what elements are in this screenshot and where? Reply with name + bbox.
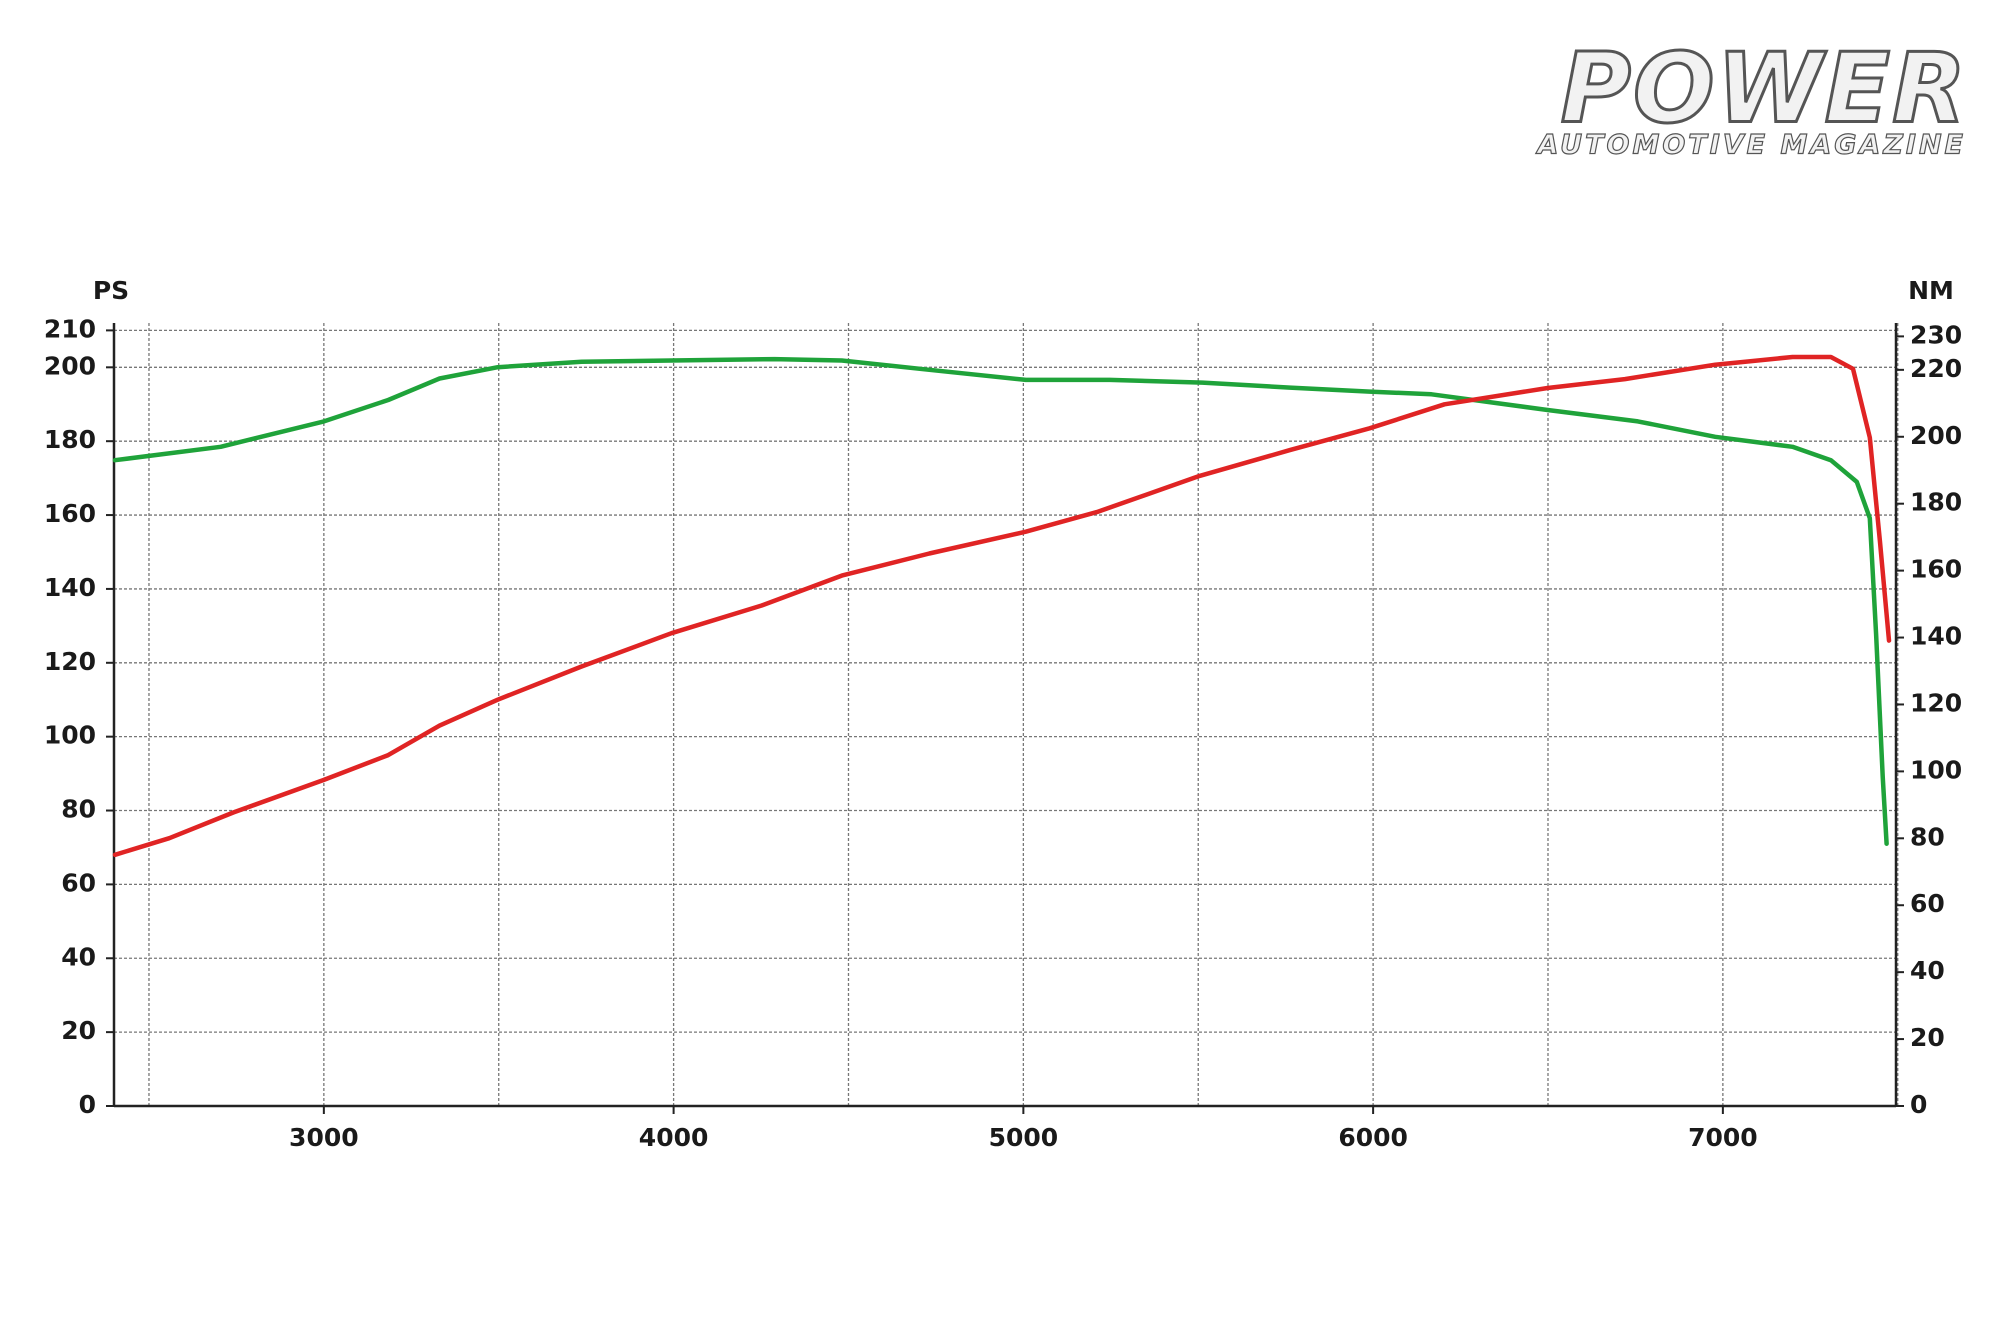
y-tick-label: 120 (44, 647, 96, 676)
x-tick-label: 5000 (989, 1123, 1059, 1152)
y2-tick-label: 200 (1910, 421, 1962, 450)
y2-tick-label: 180 (1910, 488, 1962, 517)
y-tick-label: 20 (61, 1016, 96, 1045)
y-tick-label: 0 (79, 1090, 96, 1119)
x-tick-label: 6000 (1338, 1123, 1408, 1152)
y2-tick-label: 100 (1910, 755, 1962, 784)
y2-tick-label: 60 (1910, 889, 1945, 918)
line-series (112, 356, 1889, 846)
y2-tick-label: 230 (1910, 320, 1962, 349)
y2-axis-label: NM (1908, 276, 1954, 305)
y-tick-label: 140 (44, 573, 96, 602)
x-tick-label: 3000 (289, 1123, 359, 1152)
y2-tick-label: 140 (1910, 622, 1962, 651)
x-tick-label: 4000 (639, 1123, 709, 1152)
y-tick-label: 60 (61, 868, 96, 897)
y2-tick-label: 0 (1910, 1090, 1927, 1119)
y2-tick-label: 120 (1910, 688, 1962, 717)
y-tick-label: 210 (44, 314, 96, 343)
y-axis-label: PS (93, 276, 129, 305)
y2-tick-label: 220 (1910, 354, 1962, 383)
y-tick-label: 160 (44, 499, 96, 528)
y2-tick-label: 80 (1910, 822, 1945, 851)
y-tick-label: 100 (44, 721, 96, 750)
y2-tick-label: 40 (1910, 956, 1945, 985)
y2-tick-label: 160 (1910, 555, 1962, 584)
y-tick-label: 200 (44, 351, 96, 380)
y-tick-label: 180 (44, 425, 96, 454)
x-tick-label: 7000 (1688, 1123, 1758, 1152)
logo-subtitle: AUTOMOTIVE MAGAZINE (1536, 130, 1967, 161)
line-series (112, 354, 1892, 858)
y-tick-label: 40 (61, 942, 96, 971)
y-tick-label: 80 (61, 795, 96, 824)
y2-tick-label: 20 (1910, 1023, 1945, 1052)
logo-title: POWER (1561, 32, 1968, 144)
